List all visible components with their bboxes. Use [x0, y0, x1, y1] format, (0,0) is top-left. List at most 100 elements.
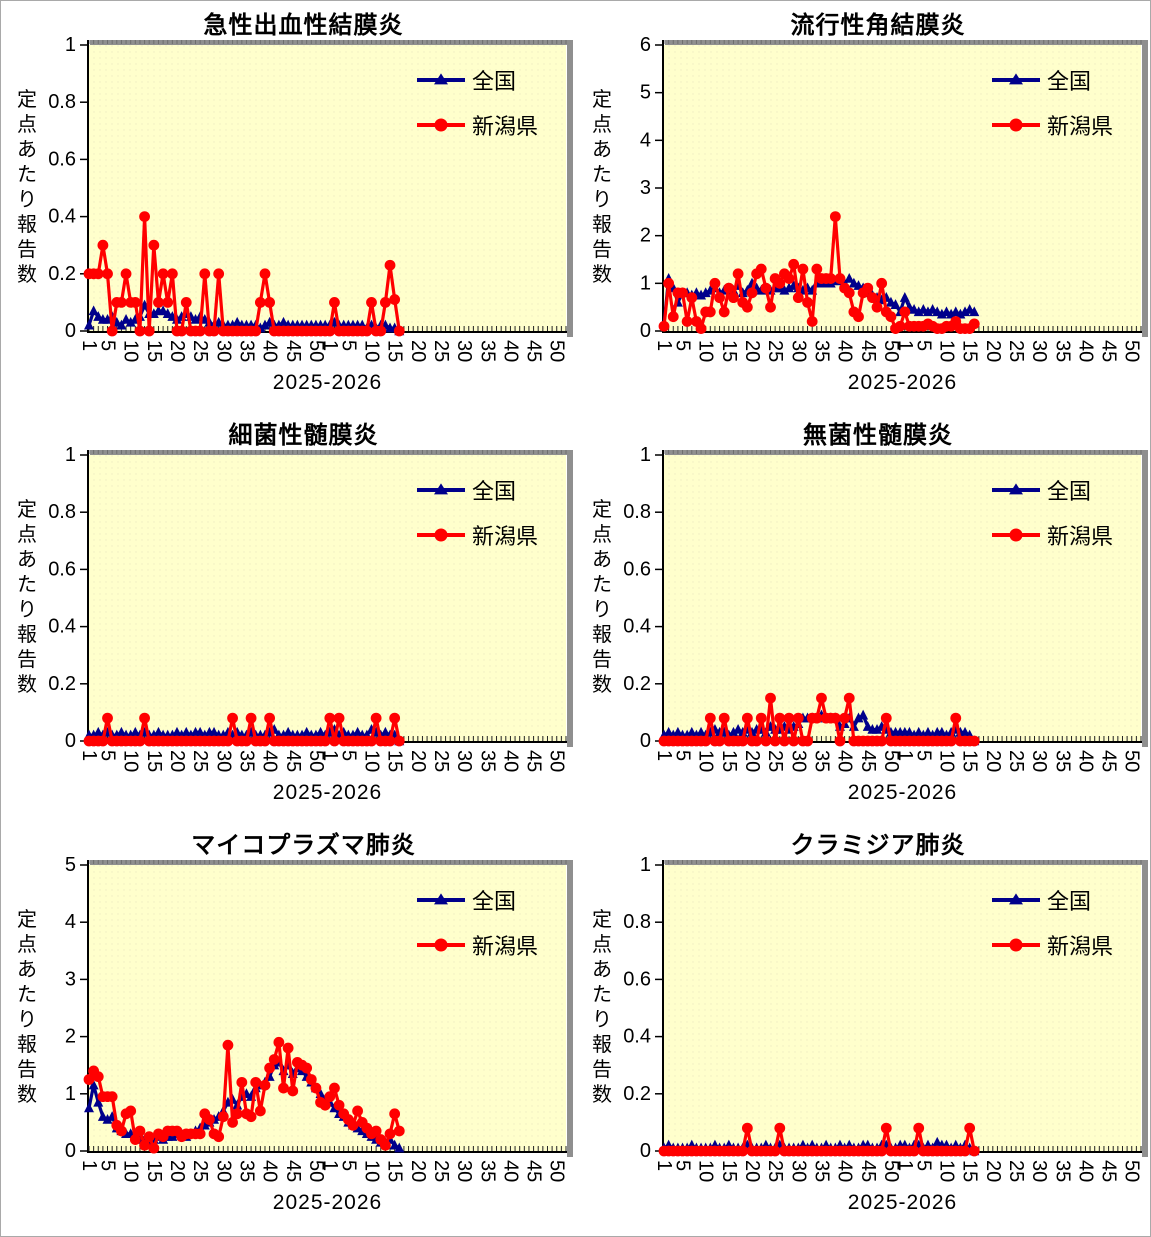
- legend-item-niigata: 新潟県: [992, 102, 1113, 147]
- svg-text:5: 5: [65, 854, 76, 876]
- svg-text:25: 25: [430, 340, 452, 362]
- svg-text:40: 40: [1074, 750, 1096, 772]
- x-axis-title: 2025-2026: [847, 781, 958, 804]
- chart-title: 急性出血性結膜炎: [203, 12, 404, 39]
- svg-text:30: 30: [787, 340, 809, 362]
- svg-text:30: 30: [787, 1160, 809, 1182]
- y-axis-title-char: あ: [17, 549, 37, 571]
- svg-text:25: 25: [189, 340, 211, 362]
- svg-text:30: 30: [453, 1160, 475, 1182]
- svg-text:0.2: 0.2: [48, 263, 76, 285]
- circle-marker-icon: [434, 938, 448, 951]
- svg-text:10: 10: [120, 750, 142, 772]
- niigata-series-line-icon: [992, 938, 1040, 951]
- svg-text:20: 20: [982, 1160, 1004, 1182]
- niigata-series-line-icon: [417, 528, 465, 541]
- svg-text:40: 40: [834, 340, 856, 362]
- svg-text:30: 30: [1028, 1160, 1050, 1182]
- svg-text:5: 5: [672, 340, 694, 351]
- svg-text:10: 10: [935, 1160, 957, 1182]
- y-axis-title-char: 点: [592, 934, 612, 956]
- svg-text:0.2: 0.2: [623, 1083, 651, 1105]
- x-axis-title: 2025-2026: [272, 1191, 383, 1214]
- y-axis-title-char: 告: [17, 239, 37, 261]
- niigata-series-line-icon: [992, 118, 1040, 131]
- svg-text:30: 30: [1028, 340, 1050, 362]
- svg-text:1: 1: [78, 1160, 100, 1171]
- svg-text:35: 35: [810, 1160, 832, 1182]
- svg-text:5: 5: [640, 82, 651, 104]
- legend-item-niigata: 新潟県: [417, 922, 538, 967]
- svg-text:25: 25: [430, 1160, 452, 1182]
- svg-text:0.8: 0.8: [623, 911, 651, 933]
- svg-text:5: 5: [337, 1160, 359, 1171]
- legend-item-national: 全国: [992, 467, 1113, 512]
- svg-text:30: 30: [212, 1160, 234, 1182]
- svg-text:1: 1: [65, 34, 76, 56]
- legend-label-niigata: 新潟県: [472, 113, 539, 139]
- svg-text:40: 40: [499, 750, 521, 772]
- y-axis-title-char: 告: [592, 1059, 612, 1081]
- svg-text:45: 45: [282, 750, 304, 772]
- y-axis-title-char: あ: [592, 139, 612, 161]
- svg-text:0: 0: [65, 730, 76, 752]
- svg-text:50: 50: [305, 1160, 327, 1182]
- svg-text:5: 5: [672, 750, 694, 761]
- svg-text:40: 40: [259, 750, 281, 772]
- svg-text:0.6: 0.6: [623, 968, 651, 990]
- triangle-marker-icon: [434, 892, 448, 904]
- svg-text:30: 30: [453, 750, 475, 772]
- y-axis-title-char: た: [17, 574, 37, 596]
- chart-panel-epidemic-keratoconjunctivitis: 流行性角結膜炎 0 1 2 3 4 5 6 1 5 10 15 20 25 30 35 40 45 50 1 5 10 1…: [576, 1, 1150, 411]
- y-axis-title-char: 数: [592, 1084, 612, 1106]
- svg-text:35: 35: [810, 340, 832, 362]
- svg-text:40: 40: [499, 340, 521, 362]
- svg-text:15: 15: [143, 340, 165, 362]
- svg-text:0: 0: [640, 1140, 651, 1162]
- circle-marker-icon: [1009, 528, 1023, 541]
- svg-text:15: 15: [718, 340, 740, 362]
- svg-text:25: 25: [1005, 750, 1027, 772]
- svg-text:5: 5: [337, 340, 359, 351]
- chart-panel-aseptic-meningitis: 無菌性髄膜炎 0 0.2 0.4 0.6 0.8 1 1 5 10 15 20 25 30 35 40 45 5…: [576, 411, 1150, 821]
- svg-text:35: 35: [1051, 750, 1073, 772]
- legend-label-national: 全国: [472, 68, 517, 94]
- y-axis-title-char: あ: [17, 139, 37, 161]
- svg-text:25: 25: [189, 750, 211, 772]
- svg-text:45: 45: [1098, 340, 1120, 362]
- y-axis-title-char: た: [17, 164, 37, 186]
- svg-text:0.4: 0.4: [623, 1026, 651, 1048]
- y-axis-title-char: た: [592, 574, 612, 596]
- svg-text:50: 50: [1121, 1160, 1143, 1182]
- legend: 全国 新潟県: [992, 877, 1113, 967]
- x-axis-title: 2025-2026: [847, 371, 958, 394]
- national-series-line-icon: [992, 482, 1040, 494]
- svg-text:5: 5: [912, 1160, 934, 1171]
- svg-text:45: 45: [523, 750, 545, 772]
- x-axis-title: 2025-2026: [272, 371, 383, 394]
- svg-text:25: 25: [430, 750, 452, 772]
- svg-text:50: 50: [546, 340, 568, 362]
- y-axis-title: 定点あたり報告数: [589, 455, 615, 741]
- svg-text:50: 50: [546, 1160, 568, 1182]
- legend: 全国 新潟県: [992, 57, 1113, 147]
- svg-text:45: 45: [857, 340, 879, 362]
- y-axis-title: 定点あたり報告数: [14, 455, 40, 741]
- svg-text:1: 1: [78, 750, 100, 761]
- svg-text:35: 35: [235, 1160, 257, 1182]
- legend-item-national: 全国: [417, 57, 538, 102]
- svg-text:35: 35: [235, 750, 257, 772]
- y-axis-title-char: 定: [592, 89, 612, 111]
- svg-text:0.6: 0.6: [623, 558, 651, 580]
- svg-text:40: 40: [834, 750, 856, 772]
- y-axis-title-char: 報: [17, 624, 37, 646]
- y-axis-title-char: 数: [17, 674, 37, 696]
- y-axis-title-char: 定: [592, 499, 612, 521]
- legend-item-national: 全国: [992, 57, 1113, 102]
- svg-text:0.6: 0.6: [48, 558, 76, 580]
- legend-label-national: 全国: [1047, 478, 1092, 504]
- niigata-series-line-icon: [417, 938, 465, 951]
- svg-text:20: 20: [741, 1160, 763, 1182]
- svg-text:1: 1: [894, 750, 916, 761]
- svg-text:15: 15: [143, 750, 165, 772]
